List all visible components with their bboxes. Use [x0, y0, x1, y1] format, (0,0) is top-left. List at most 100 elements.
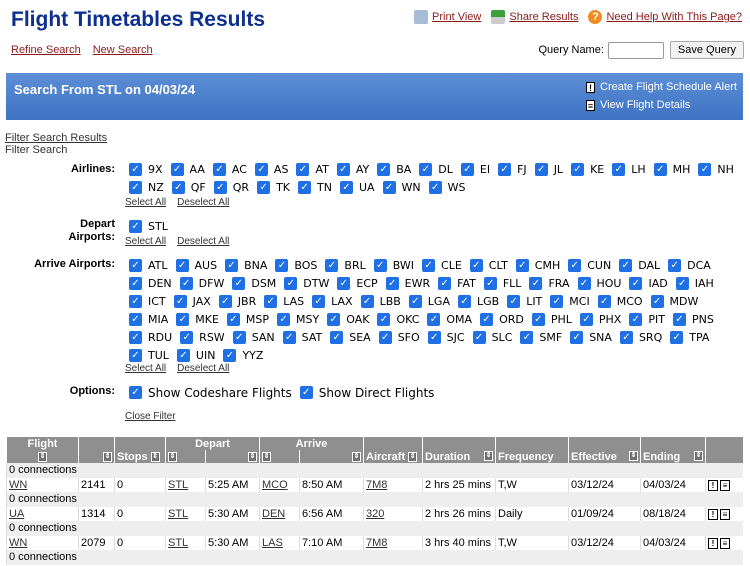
- arrive-checkbox-msp[interactable]: ✓ MSP: [226, 313, 269, 326]
- new-search-link[interactable]: New Search: [92, 44, 153, 56]
- checkmark-icon[interactable]: ✓: [327, 313, 341, 326]
- airline-checkbox-qr[interactable]: ✓ QR: [213, 181, 249, 194]
- checkmark-icon[interactable]: ✓: [176, 349, 190, 362]
- arrive-checkbox-cle[interactable]: ✓ CLE: [422, 259, 462, 272]
- airline-checkbox-tn[interactable]: ✓ TN: [298, 181, 332, 194]
- checkmark-icon[interactable]: ✓: [179, 277, 193, 290]
- aircraft-link[interactable]: 7M8: [366, 536, 388, 549]
- create-alert-link[interactable]: Create Flight Schedule Alert: [600, 81, 737, 93]
- arrive-checkbox-dtw[interactable]: ✓ DTW: [284, 277, 329, 290]
- checkmark-icon[interactable]: ✓: [373, 259, 387, 272]
- checkmark-icon[interactable]: ✓: [337, 277, 351, 290]
- arrive-checkbox-mdw[interactable]: ✓ MDW: [650, 295, 698, 308]
- checkmark-icon[interactable]: ✓: [212, 163, 226, 176]
- checkmark-icon[interactable]: ✓: [377, 313, 391, 326]
- airline-checkbox-nh[interactable]: ✓ NH: [698, 163, 734, 176]
- arrive-checkbox-mia[interactable]: ✓ MIA: [129, 313, 168, 326]
- checkmark-icon[interactable]: ✓: [282, 331, 296, 344]
- checkmark-icon[interactable]: ✓: [382, 181, 396, 194]
- arrive-checkbox-dfw[interactable]: ✓ DFW: [179, 277, 224, 290]
- checkmark-icon[interactable]: ✓: [225, 259, 239, 272]
- checkmark-icon[interactable]: ✓: [330, 331, 344, 344]
- sort-depart-time-icon[interactable]: ⇕: [248, 452, 257, 463]
- airline-link[interactable]: UA: [9, 507, 25, 520]
- airline-checkbox-ua[interactable]: ✓ UA: [339, 181, 375, 194]
- checkmark-icon[interactable]: ✓: [232, 331, 246, 344]
- arrive-checkbox-ewr[interactable]: ✓ EWR: [385, 277, 430, 290]
- details-icon[interactable]: ≡: [720, 537, 730, 549]
- arrive-checkbox-ord[interactable]: ✓ ORD: [480, 313, 524, 326]
- airline-checkbox-9x[interactable]: ✓ 9X: [129, 163, 163, 176]
- arrive-checkbox-yyz[interactable]: ✓ YYZ: [223, 349, 263, 362]
- checkmark-icon[interactable]: ✓: [176, 313, 190, 326]
- sort-depart-airport-icon[interactable]: ⇕: [168, 452, 177, 463]
- share-results-link[interactable]: Share Results: [509, 11, 579, 23]
- airline-checkbox-dl[interactable]: ✓ DL: [419, 163, 453, 176]
- checkmark-icon[interactable]: ✓: [550, 295, 564, 308]
- arrive-checkbox-san[interactable]: ✓ SAN: [232, 331, 275, 344]
- arrive-checkbox-lga[interactable]: ✓ LGA: [408, 295, 450, 308]
- arrive-checkbox-iad[interactable]: ✓ IAD: [629, 277, 668, 290]
- arrive-checkbox-tpa[interactable]: ✓ TPA: [670, 331, 709, 344]
- checkmark-icon[interactable]: ✓: [498, 163, 512, 176]
- arrive-checkbox-bna[interactable]: ✓ BNA: [225, 259, 267, 272]
- arrive-checkbox-dal[interactable]: ✓ DAL: [619, 259, 660, 272]
- depart-airport-link[interactable]: STL: [168, 507, 189, 520]
- checkmark-icon[interactable]: ✓: [171, 181, 185, 194]
- arrive-checkbox-lax[interactable]: ✓ LAX: [312, 295, 353, 308]
- arrive-checkbox-sfo[interactable]: ✓ SFO: [378, 331, 420, 344]
- checkmark-icon[interactable]: ✓: [173, 295, 187, 308]
- arrive-checkbox-msy[interactable]: ✓ MSY: [277, 313, 319, 326]
- arrive-checkbox-dsm[interactable]: ✓ DSM: [232, 277, 276, 290]
- airline-link[interactable]: WN: [9, 536, 28, 549]
- checkmark-icon[interactable]: ✓: [129, 181, 142, 194]
- airline-checkbox-ay[interactable]: ✓ AY: [336, 163, 369, 176]
- depart-airport-link[interactable]: STL: [168, 478, 189, 491]
- checkmark-icon[interactable]: ✓: [650, 295, 664, 308]
- query-name-input[interactable]: [607, 41, 664, 59]
- arrive-select-all[interactable]: Select All: [125, 363, 167, 374]
- checkmark-icon[interactable]: ✓: [298, 181, 312, 194]
- airline-checkbox-ws[interactable]: ✓ WS: [428, 181, 466, 194]
- arrive-checkbox-oak[interactable]: ✓ OAK: [327, 313, 369, 326]
- arrive-checkbox-las[interactable]: ✓ LAS: [264, 295, 304, 308]
- checkmark-icon[interactable]: ✓: [385, 277, 399, 290]
- airline-checkbox-ei[interactable]: ✓ EI: [460, 163, 490, 176]
- checkmark-icon[interactable]: ✓: [457, 295, 471, 308]
- checkmark-icon[interactable]: ✓: [129, 277, 142, 290]
- checkmark-icon[interactable]: ✓: [531, 313, 545, 326]
- checkmark-icon[interactable]: ✓: [529, 277, 543, 290]
- sort-airline-icon[interactable]: ⇕: [38, 452, 47, 463]
- checkmark-icon[interactable]: ✓: [275, 259, 289, 272]
- airline-checkbox-mh[interactable]: ✓ MH: [653, 163, 690, 176]
- checkmark-icon[interactable]: ✓: [284, 277, 298, 290]
- checkmark-icon[interactable]: ✓: [520, 331, 534, 344]
- checkmark-icon[interactable]: ✓: [698, 163, 712, 176]
- details-icon[interactable]: ≡: [720, 479, 730, 491]
- checkmark-icon[interactable]: ✓: [218, 295, 232, 308]
- checkmark-icon[interactable]: ✓: [534, 163, 548, 176]
- sort-ending-icon[interactable]: ⇕: [694, 451, 703, 461]
- arrive-checkbox-atl[interactable]: ✓ ATL: [129, 259, 168, 272]
- checkmark-icon[interactable]: ✓: [672, 313, 686, 326]
- arrive-checkbox-bwi[interactable]: ✓ BWI: [373, 259, 414, 272]
- airline-checkbox-jl[interactable]: ✓ JL: [534, 163, 563, 176]
- arrive-checkbox-lit[interactable]: ✓ LIT: [507, 295, 542, 308]
- checkmark-icon[interactable]: ✓: [653, 163, 667, 176]
- alert-icon[interactable]: !: [708, 508, 718, 520]
- arrive-checkbox-aus[interactable]: ✓ AUS: [175, 259, 217, 272]
- checkmark-icon[interactable]: ✓: [469, 259, 483, 272]
- aircraft-link[interactable]: 7M8: [366, 478, 388, 491]
- arrive-checkbox-tul[interactable]: ✓ TUL: [129, 349, 169, 362]
- arrive-checkbox-sea[interactable]: ✓ SEA: [330, 331, 371, 344]
- sort-stops-icon[interactable]: ⇕: [150, 452, 160, 463]
- print-view-link[interactable]: Print View: [432, 11, 482, 23]
- aircraft-link[interactable]: 320: [366, 507, 385, 520]
- checkmark-icon[interactable]: ✓: [226, 313, 240, 326]
- arrive-checkbox-phl[interactable]: ✓ PHL: [531, 313, 572, 326]
- checkmark-icon[interactable]: ✓: [480, 313, 494, 326]
- depart-select-all[interactable]: Select All: [125, 236, 167, 247]
- arrive-checkbox-ecp[interactable]: ✓ ECP: [337, 277, 378, 290]
- airline-checkbox-lh[interactable]: ✓ LH: [612, 163, 646, 176]
- checkmark-icon[interactable]: ✓: [129, 313, 142, 326]
